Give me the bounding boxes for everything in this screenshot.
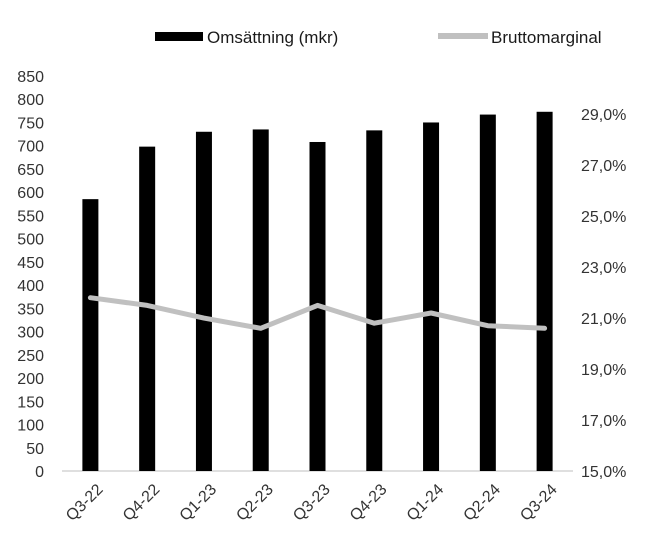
left-tick-label: 550 <box>17 208 44 225</box>
left-tick-label: 100 <box>17 418 44 435</box>
left-tick-label: 150 <box>17 394 44 411</box>
legend-label-bruttomarginal: Bruttomarginal <box>491 28 602 47</box>
left-tick-label: 350 <box>17 301 44 318</box>
bar <box>366 130 383 471</box>
x-tick-label: Q4-22 <box>120 481 164 525</box>
left-tick-label: 200 <box>17 371 44 388</box>
bar <box>252 129 269 472</box>
left-axis: 0 50 100 150 200 250 300 350 400 450 500 550 600 650 7… <box>17 69 44 481</box>
left-tick-label: 250 <box>17 348 44 365</box>
left-tick-label: 0 <box>35 464 44 481</box>
x-tick-label: Q3-23 <box>290 481 334 525</box>
x-tick-label: Q1-24 <box>404 481 448 525</box>
left-tick-label: 300 <box>17 325 44 342</box>
left-tick-label: 500 <box>17 232 44 249</box>
x-tick-label: Q4-23 <box>347 481 391 525</box>
left-tick-label: 400 <box>17 278 44 295</box>
x-tick-label: Q3-24 <box>517 481 561 525</box>
left-tick-label: 700 <box>17 139 44 156</box>
left-tick-label: 800 <box>17 92 44 109</box>
bar <box>82 199 99 471</box>
right-tick-label: 29,0% <box>581 107 626 124</box>
right-tick-label: 15,0% <box>581 464 626 481</box>
bar <box>195 131 212 471</box>
bar-series <box>82 111 553 472</box>
x-tick-label: Q1-23 <box>177 481 221 525</box>
x-tick-label: Q3-22 <box>63 481 107 525</box>
left-tick-label: 600 <box>17 185 44 202</box>
bruttomarginal-line <box>87 295 548 331</box>
right-tick-label: 27,0% <box>581 158 626 175</box>
right-axis: 15,0% 17,0% 19,0% 21,0% 23,0% 25,0% 27,0% 29,0% <box>581 107 626 481</box>
right-tick-label: 21,0% <box>581 311 626 328</box>
right-tick-label: 17,0% <box>581 413 626 430</box>
legend-swatch-omsattning <box>155 32 203 41</box>
right-tick-label: 23,0% <box>581 260 626 277</box>
bar <box>536 111 553 472</box>
x-tick-label: Q2-24 <box>461 481 505 525</box>
line-series <box>87 295 548 331</box>
x-tick-label: Q2-23 <box>233 481 277 525</box>
left-tick-label: 750 <box>17 115 44 132</box>
bar <box>479 114 496 471</box>
bar <box>139 146 156 471</box>
left-tick-label: 650 <box>17 162 44 179</box>
legend-label-omsattning: Omsättning (mkr) <box>207 28 338 47</box>
right-tick-label: 19,0% <box>581 362 626 379</box>
left-tick-label: 850 <box>17 69 44 86</box>
left-tick-label: 450 <box>17 255 44 272</box>
x-axis: Q3-22 Q4-22 Q1-23 Q2-23 Q3-23 Q4-23 Q1-24 Q2-24… <box>63 481 561 525</box>
legend: Omsättning (mkr) Bruttomarginal <box>155 28 602 47</box>
bar <box>423 122 440 472</box>
left-tick-label: 50 <box>26 441 44 458</box>
legend-swatch-bruttomarginal <box>438 33 488 39</box>
right-tick-label: 25,0% <box>581 209 626 226</box>
